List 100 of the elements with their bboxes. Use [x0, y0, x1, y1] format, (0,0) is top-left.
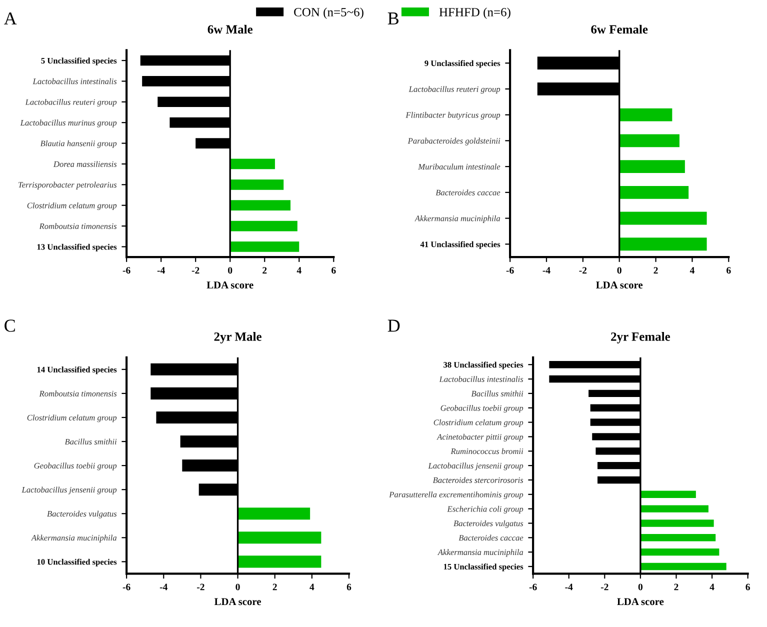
y-tick-label: 14 Unclassified species — [37, 366, 117, 374]
x-tick-label: 6 — [726, 267, 731, 274]
y-tick-label: Escherichia coli group — [447, 506, 524, 514]
x-axis-title: LDA score — [596, 282, 643, 288]
bar — [619, 212, 707, 225]
y-tick-label: Lactobacillus murinus group — [20, 120, 117, 128]
x-tick-label: 4 — [296, 267, 302, 274]
bar — [640, 520, 714, 527]
chart-title: 6w Male — [208, 24, 253, 34]
x-tick-label: 2 — [272, 584, 277, 590]
x-tick-label: 0 — [228, 267, 232, 274]
bar — [619, 108, 672, 122]
y-tick-label: Bacteroides caccae — [436, 190, 500, 196]
x-tick-label: -4 — [157, 267, 165, 274]
bar — [619, 238, 707, 251]
bar — [238, 556, 322, 568]
text: C — [4, 320, 15, 332]
text: A — [4, 12, 17, 24]
y-tick-label: 41 Unclassified species — [420, 241, 500, 249]
x-axis-title: LDA score — [206, 282, 254, 288]
x-tick-label: -6 — [506, 267, 514, 274]
bar — [640, 534, 716, 542]
chart-title: 6w Female — [591, 24, 648, 34]
x-tick-label: 4 — [310, 584, 314, 590]
bar — [619, 160, 685, 174]
x-tick-label: -4 — [542, 267, 550, 274]
x-axis-title: LDA score — [617, 598, 664, 606]
x-tick-label: -4 — [565, 584, 573, 590]
y-tick-label: Lactobacillus reuteri group — [408, 86, 500, 94]
bar — [230, 158, 275, 170]
y-tick-label: 9 Unclassified species — [424, 60, 500, 68]
y-tick-label: 5 Unclassified species — [41, 58, 117, 66]
y-tick-label: Parasutterella excrementihominis group — [389, 492, 524, 500]
y-tick-label: Ruminococcus bromii — [450, 448, 524, 454]
y-tick-label: Terrisporobacter petrolearius — [18, 182, 117, 190]
x-tick-label: 2 — [654, 267, 658, 274]
x-tick-label: -2 — [197, 584, 204, 590]
bar — [230, 179, 284, 190]
y-tick-label: Lactobacillus intestinalis — [32, 78, 117, 84]
bar — [640, 562, 726, 570]
x-tick-label: -6 — [122, 267, 130, 274]
bar — [230, 220, 298, 232]
x-tick-label: 0 — [236, 584, 240, 590]
y-tick-label: Dorea massiliensis — [53, 161, 117, 167]
y-tick-label: Clostridium celatum group — [27, 414, 117, 422]
y-tick-label: Romboutsia timonensis — [39, 390, 117, 396]
y-tick-label: Geobacillus toebii group — [34, 462, 117, 470]
bar — [238, 532, 322, 544]
y-tick-label: Bacteroides stercorirosoris — [432, 477, 524, 483]
bar — [230, 242, 300, 252]
y-tick-label: Flintibacter butyricus group — [406, 112, 500, 120]
x-tick-label: 6 — [746, 584, 750, 590]
y-tick-label: Muribaculum intestinale — [418, 164, 500, 170]
y-tick-label: Clostridium celatum group — [27, 202, 117, 210]
y-tick-label: Lactobacillus jensenii group — [428, 462, 524, 470]
bar — [640, 490, 696, 498]
bar — [640, 505, 708, 512]
y-tick-label: Geobacillus toebii group — [440, 404, 524, 413]
y-tick-label: Blautia hansenii group — [40, 140, 117, 148]
bar — [230, 200, 290, 211]
y-tick-label: Lactobacillus intestinalis — [439, 376, 524, 382]
y-tick-label: 38 Unclassified species — [444, 362, 524, 370]
y-tick-label: Bacteroides vulgatus — [454, 520, 524, 528]
x-tick-label: 0 — [638, 584, 643, 590]
x-tick-label: -2 — [600, 584, 608, 590]
bar — [619, 186, 689, 199]
x-tick-label: 4 — [710, 584, 714, 590]
bar — [619, 134, 680, 148]
y-tick-label: 10 Unclassified species — [37, 558, 117, 566]
x-tick-label: 2 — [262, 267, 267, 274]
y-tick-label: 13 Unclassified species — [37, 244, 117, 252]
y-tick-label: Akkermansia muciniphila — [30, 534, 117, 542]
y-tick-label: Bacteroides vulgatus — [47, 510, 117, 518]
x-tick-label: 0 — [617, 267, 622, 274]
bar — [238, 508, 310, 520]
x-tick-label: 2 — [674, 584, 678, 590]
bar — [640, 548, 720, 556]
x-tick-label: -2 — [579, 267, 587, 274]
x-axis-title: LDA score — [214, 598, 261, 606]
y-tick-label: Clostridium celatum group — [434, 419, 524, 427]
y-tick-label: Bacteroides caccae — [458, 534, 524, 541]
y-tick-label: Bacillus smithii — [64, 438, 117, 444]
y-tick-label: 15 Unclassified species — [444, 564, 524, 572]
y-tick-label: Akkermansia muciniphila — [437, 549, 524, 557]
x-tick-label: -2 — [192, 267, 200, 274]
legend-label: HFHFD (n=6) — [439, 8, 510, 19]
x-tick-label: 4 — [690, 267, 694, 274]
y-tick-label: Acinetobacter pittii group — [436, 434, 524, 442]
x-tick-label: 6 — [332, 267, 336, 274]
chart-title: 2yr Female — [611, 332, 670, 344]
x-tick-label: -6 — [122, 584, 130, 590]
x-tick-label: -6 — [529, 584, 537, 590]
y-tick-label: Lactobacillus reuteri group — [25, 98, 117, 107]
text: B — [388, 12, 398, 24]
y-tick-label: Lactobacillus jensenii group — [22, 486, 117, 494]
legend-label: CON (n=5~6) — [294, 8, 364, 19]
chart-title: 2yr Male — [214, 332, 262, 344]
y-tick-label: Romboutsia timonensis — [39, 223, 117, 230]
x-tick-label: -4 — [160, 584, 168, 590]
x-tick-label: 6 — [346, 584, 352, 590]
